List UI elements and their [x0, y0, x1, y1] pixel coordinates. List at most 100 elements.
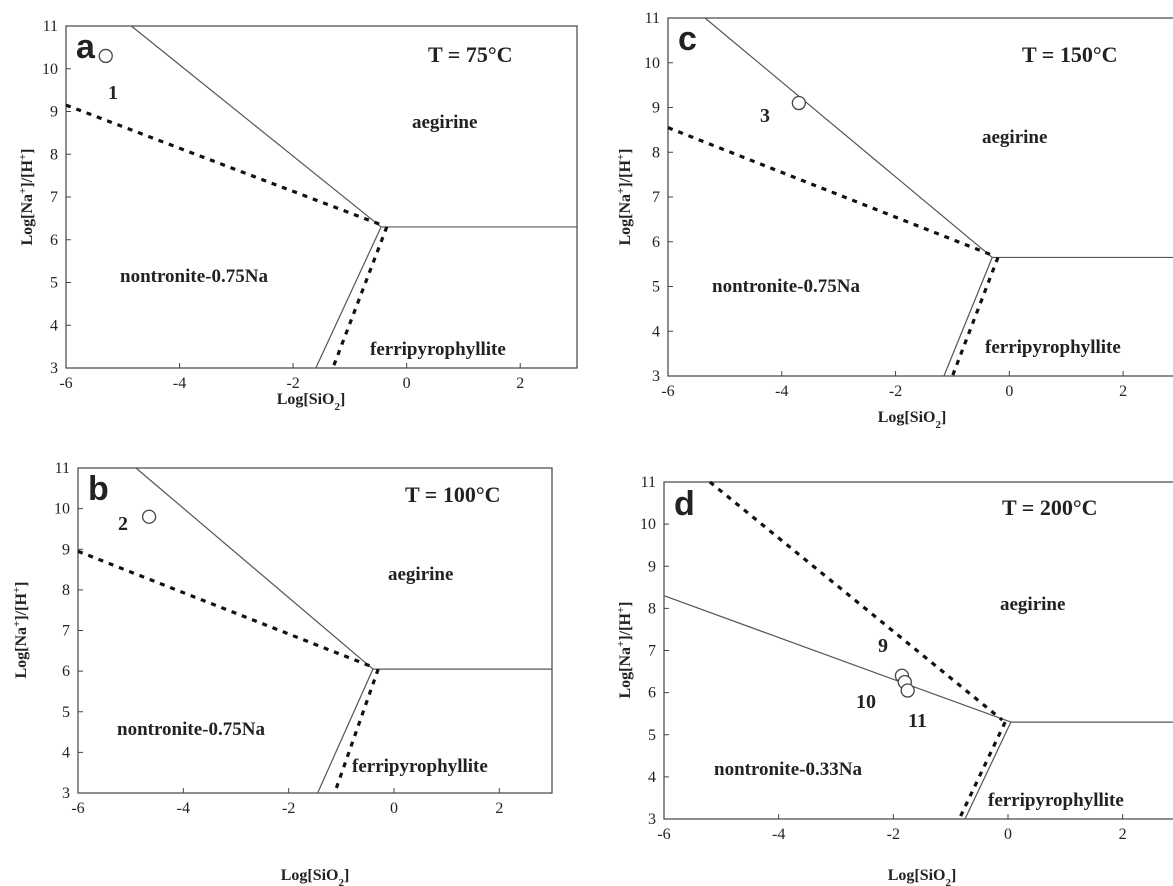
panel-d-x-tick-label-2: 2: [1119, 826, 1127, 843]
panel-a-y-tick-label-6: 6: [50, 232, 58, 249]
panel-b-y-tick-label-10: 10: [54, 501, 70, 518]
panel-b-y-axis-label: Log[Na+]/[H+]: [11, 582, 30, 679]
panel-b-region-ferripyrophyllite: ferripyrophyllite: [352, 756, 488, 777]
panel-b-x-ticks: -6 -4 -2 0 2: [71, 788, 503, 817]
panel-c-y-tick-label-4: 4: [652, 323, 660, 340]
panel-a-x-tick-label--6: -6: [59, 375, 72, 392]
panel-a-x-tick-label--2: -2: [286, 375, 299, 392]
panel-c: c T = 150°C aegirine nontronite-0.75Na f…: [615, 10, 1173, 431]
panel-a-y-tick-label-5: 5: [50, 275, 58, 292]
panel-c-x-tick-label--2: -2: [889, 383, 902, 400]
panel-a-region-aegirine: aegirine: [412, 112, 477, 133]
panel-d-point-label-10: 10: [856, 691, 876, 713]
panel-c-y-tick-label-7: 7: [652, 189, 660, 206]
panel-a-x-tick-label-0: 0: [403, 375, 411, 392]
panel-c-point-3: [791, 95, 806, 111]
panel-c-solid-boundary-1: [704, 17, 993, 258]
panel-d-y-tick-label-4: 4: [648, 769, 656, 786]
panel-b-y-tick-label-3: 3: [62, 785, 70, 802]
panel-d-point-label-11: 11: [908, 710, 927, 732]
panel-b-y-tick-label-8: 8: [62, 582, 70, 599]
panel-b-solid-boundary-1: [135, 467, 374, 670]
panel-a-region-nontronite: nontronite-0.75Na: [120, 266, 268, 287]
panel-d-y-tick-label-3: 3: [648, 811, 656, 828]
panel-b-x-tick-label--2: -2: [282, 800, 295, 817]
panel-b-temperature: T = 100°C: [405, 482, 501, 507]
panel-a-solid-boundary-1: [130, 25, 382, 228]
panel-a-x-ticks: -6 -4 -2 0 2: [59, 363, 524, 392]
panel-c-y-tick-label-3: 3: [652, 368, 660, 385]
panel-a-region-ferripyrophyllite: ferripyrophyllite: [370, 339, 506, 360]
panel-a-x-axis-label: Log[SiO2]: [277, 391, 346, 413]
panel-d-y-axis-label: Log[Na+]/[H+]: [615, 602, 634, 699]
panel-b-region-nontronite: nontronite-0.75Na: [117, 719, 265, 740]
panel-a-y-axis-label: Log[Na+]/[H+]: [17, 149, 36, 246]
panel-d-dashed-boundary-2: [957, 721, 1007, 820]
panel-c-y-ticks: 3 4 5 6 7 8 9 10 11: [644, 10, 673, 385]
panel-d-y-tick-label-11: 11: [641, 474, 656, 491]
panel-c-dashed-boundary-2: [950, 256, 1000, 377]
panel-c-y-tick-label-5: 5: [652, 279, 660, 296]
panel-d-x-tick-label-0: 0: [1004, 826, 1012, 843]
panel-a: a T = 75°C aegirine nontronite-0.75Na fe…: [17, 18, 578, 413]
panel-c-dashed-boundary-1: [667, 126, 993, 257]
panel-d-letter: d: [674, 485, 695, 523]
panel-b-y-ticks: 3 4 5 6 7 8 9 10 11: [54, 460, 83, 802]
panel-c-x-tick-label--6: -6: [661, 383, 674, 400]
panel-a-dashed-boundary-2: [331, 226, 389, 369]
panel-d-solid-boundary-1: [663, 595, 1012, 723]
panel-d-y-tick-label-10: 10: [640, 516, 656, 533]
panel-a-frame: [65, 25, 578, 369]
panel-d-y-tick-label-5: 5: [648, 727, 656, 744]
panel-a-y-tick-label-4: 4: [50, 317, 58, 334]
panel-c-x-ticks: -6 -4 -2 0 2: [661, 371, 1127, 400]
panel-a-x-tick-label--4: -4: [173, 375, 186, 392]
panel-c-point-label-3: 3: [760, 105, 770, 127]
panel-d-region-aegirine: aegirine: [1000, 594, 1065, 615]
panel-b-point-2: [141, 509, 157, 524]
panel-d-y-tick-label-6: 6: [648, 685, 656, 702]
panel-d-point-label-9: 9: [878, 635, 888, 657]
panel-c-region-aegirine: aegirine: [982, 127, 1047, 148]
panel-c-lines: [667, 17, 1173, 377]
panel-c-y-tick-label-6: 6: [652, 234, 660, 251]
panel-b-y-tick-label-6: 6: [62, 663, 70, 680]
panel-d-point-11: [900, 683, 915, 698]
panel-c-y-axis-label: Log[Na+]/[H+]: [615, 149, 634, 246]
panel-d-x-tick-label--2: -2: [887, 826, 900, 843]
panel-d-x-tick-label--4: -4: [772, 826, 785, 843]
panel-c-y-tick-label-11: 11: [645, 10, 660, 27]
panel-d-y-ticks: 3 4 5 6 7 8 9 10 11: [640, 474, 669, 828]
panel-d-solid-boundary-3: [964, 721, 1012, 820]
panel-b-point-label-2: 2: [118, 513, 128, 535]
panel-c-x-tick-label-2: 2: [1119, 383, 1127, 400]
panel-c-letter: c: [678, 20, 697, 58]
panel-d-lines: [663, 480, 1173, 820]
panel-d-y-tick-label-8: 8: [648, 600, 656, 617]
panel-a-letter: a: [76, 28, 96, 66]
panel-d: d T = 200°C aegirine nontronite-0.33Na f…: [615, 474, 1173, 886]
panel-a-dashed-boundary-1: [65, 103, 382, 227]
panel-b-y-tick-label-11: 11: [55, 460, 70, 477]
panel-c-solid-boundary-3: [943, 257, 993, 377]
panel-a-lines: [65, 25, 577, 369]
panel-a-y-tick-label-10: 10: [42, 61, 58, 78]
panel-b-lines: [77, 467, 552, 794]
panel-b: b T = 100°C aegirine nontronite-0.75Na f…: [11, 460, 553, 886]
panel-a-y-tick-label-7: 7: [50, 189, 58, 206]
panel-b-x-tick-label--6: -6: [71, 800, 84, 817]
panel-b-region-aegirine: aegirine: [388, 564, 453, 585]
panel-d-dashed-boundary-1: [708, 480, 1004, 722]
panel-a-point-label-1: 1: [108, 82, 118, 104]
panel-b-x-tick-label--4: -4: [177, 800, 190, 817]
panel-c-y-tick-label-10: 10: [644, 55, 660, 72]
panel-b-dashed-boundary-1: [77, 549, 374, 669]
panel-c-temperature: T = 150°C: [1022, 42, 1118, 67]
panel-c-region-ferripyrophyllite: ferripyrophyllite: [985, 337, 1121, 358]
panel-a-temperature: T = 75°C: [428, 42, 513, 67]
panel-c-region-nontronite: nontronite-0.75Na: [712, 276, 860, 297]
panel-a-y-tick-label-8: 8: [50, 146, 58, 163]
panel-a-y-tick-label-11: 11: [43, 18, 58, 35]
panel-b-y-tick-label-5: 5: [62, 704, 70, 721]
